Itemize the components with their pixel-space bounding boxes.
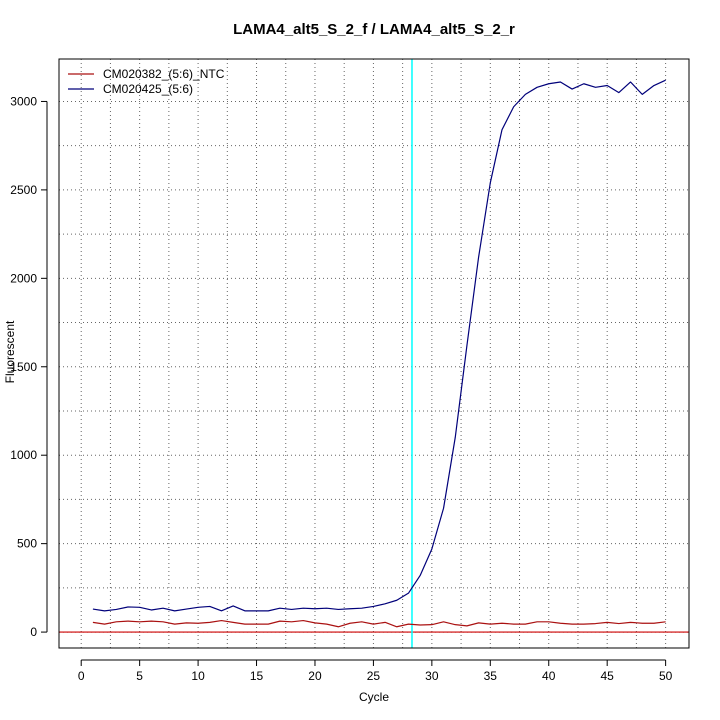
- y-tick-label: 1500: [10, 360, 37, 374]
- x-tick-label: 5: [136, 669, 143, 683]
- x-tick-label: 0: [78, 669, 85, 683]
- x-tick-label: 15: [250, 669, 264, 683]
- grid: [59, 59, 689, 648]
- x-tick-label: 40: [542, 669, 556, 683]
- series-lines: [92, 79, 666, 628]
- y-tick-label: 3000: [10, 94, 37, 108]
- x-axis: 0 5 10 15 20 25 30 35 40 45 50: [78, 659, 673, 683]
- x-tick-label: 50: [659, 669, 673, 683]
- legend-label-2: CM020425_(5:6): [103, 82, 193, 96]
- x-tick-label: 25: [367, 669, 381, 683]
- x-axis-label: Cycle: [359, 690, 389, 704]
- x-tick-label: 20: [308, 669, 322, 683]
- y-axis: 0 500 1000 1500 2000 2500 3000: [10, 94, 48, 639]
- y-tick-label: 0: [30, 625, 37, 639]
- plot-frame: [58, 58, 690, 649]
- y-tick-label: 2500: [10, 183, 37, 197]
- series-line-2: [92, 79, 666, 612]
- y-tick-label: 1000: [10, 448, 37, 462]
- legend-label-1: CM020382_(5:6)_NTC: [103, 67, 225, 81]
- y-tick-label: 500: [17, 537, 37, 551]
- series-line-1: [92, 619, 666, 628]
- x-tick-label: 45: [601, 669, 615, 683]
- chart-title: LAMA4_alt5_S_2_f / LAMA4_alt5_S_2_r: [233, 21, 515, 38]
- x-tick-label: 35: [484, 669, 498, 683]
- y-axis-label: Fluorescent: [3, 320, 17, 383]
- x-tick-label: 10: [191, 669, 205, 683]
- y-tick-label: 2000: [10, 271, 37, 285]
- x-tick-label: 30: [425, 669, 439, 683]
